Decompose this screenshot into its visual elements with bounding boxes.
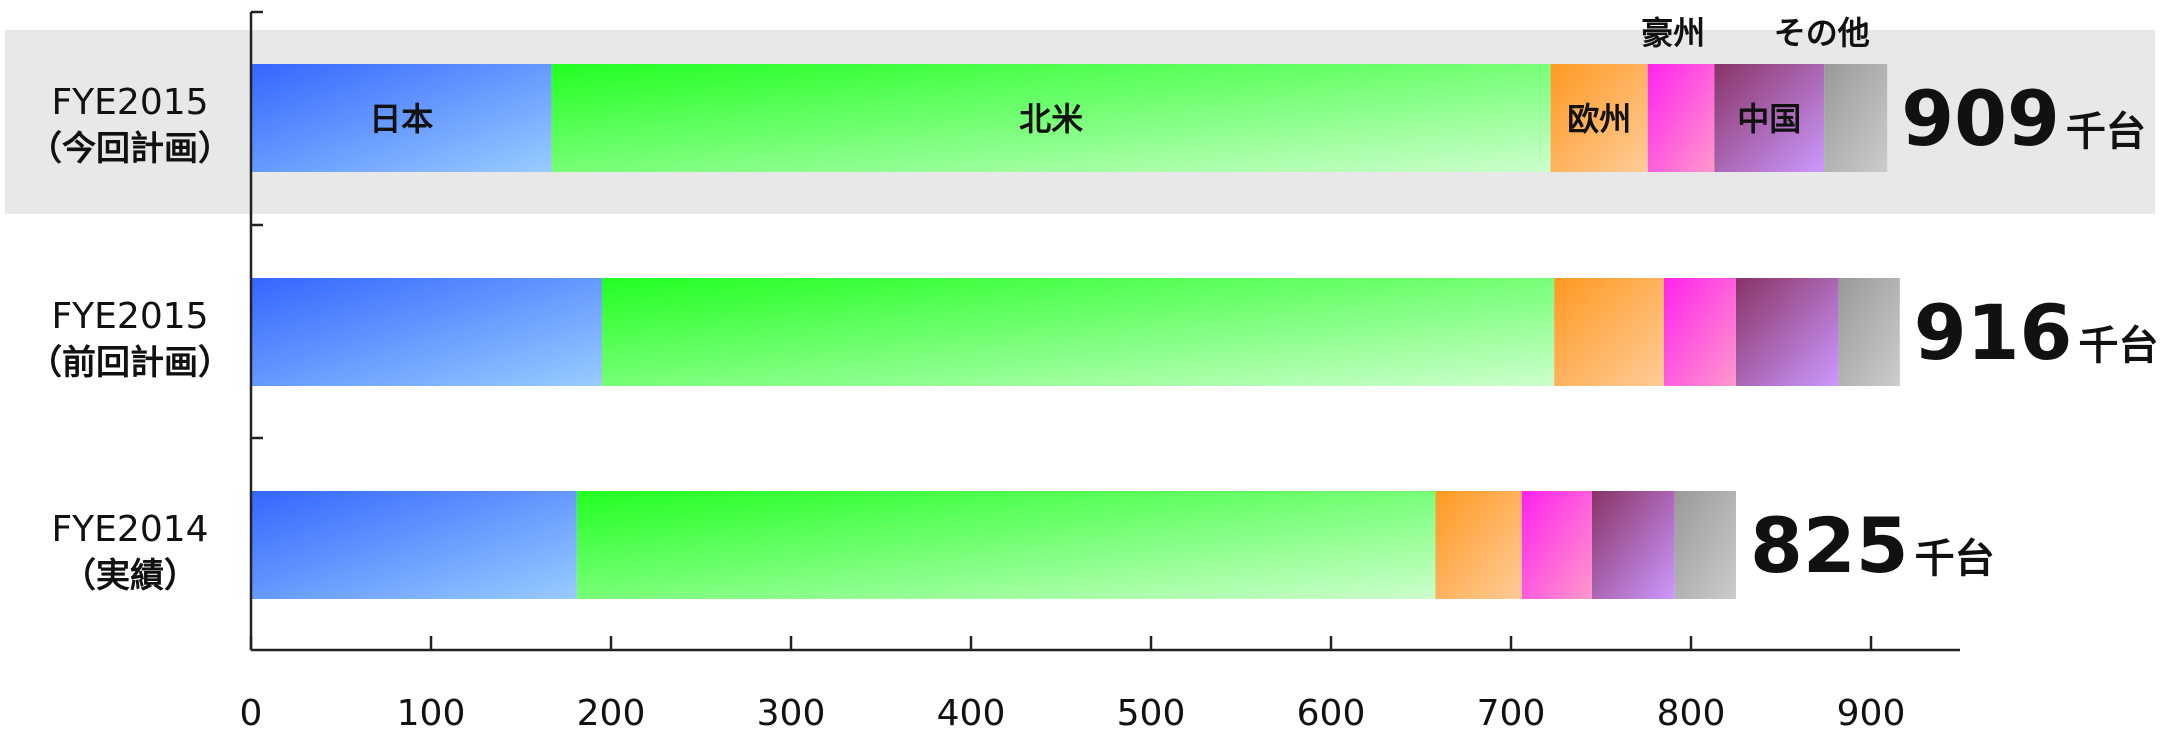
x-tick-label: 500: [1117, 693, 1186, 732]
x-tick-label: 100: [397, 693, 466, 732]
bar-segment-3-6: [1674, 491, 1736, 599]
bar-segment-2-3: [1554, 278, 1664, 386]
bar-segment-3-3: [1435, 491, 1522, 599]
category-label: FYE2014: [51, 509, 208, 550]
bar-segment-3-2: [576, 491, 1436, 599]
bar-segment-2-6: [1838, 278, 1900, 386]
bar-segment-1-6: [1824, 64, 1888, 172]
total-value: 909 千台: [1901, 74, 2146, 163]
bar-segment-2-1: [251, 278, 602, 386]
series-label: 北米: [1019, 100, 1083, 138]
total-unit: 千台: [2078, 323, 2158, 369]
x-tick-label: 600: [1297, 693, 1366, 732]
series-label: 欧州: [1567, 100, 1631, 138]
series-label: 豪州: [1641, 14, 1705, 52]
category-label: FYE2015: [51, 82, 208, 123]
bar-segment-1-2: [551, 64, 1551, 172]
bar-segment-3-5: [1592, 491, 1675, 599]
total-value: 825 千台: [1750, 501, 1995, 590]
series-label: 日本: [369, 100, 433, 138]
bar-segment-1-5: [1714, 64, 1825, 172]
category-label: FYE2015: [51, 296, 208, 337]
bar-segment-1-1: [251, 64, 552, 172]
bar-segment-3-4: [1521, 491, 1592, 599]
category-sublabel: （実績）: [62, 556, 198, 596]
total-unit: 千台: [1915, 536, 1995, 582]
bar-segment-2-5: [1736, 278, 1839, 386]
axes-layer: [249, 10, 1960, 652]
x-tick-label: 0: [240, 693, 263, 732]
series-label: 中国: [1737, 100, 1801, 138]
total-number: 909: [1901, 74, 2060, 163]
total-unit: 千台: [2066, 109, 2146, 155]
bar-segment-1-4: [1647, 64, 1715, 172]
x-tick-label: 900: [1837, 693, 1906, 732]
x-tick-label: 800: [1657, 693, 1726, 732]
category-sublabel: （前回計画）: [28, 343, 232, 383]
total-number: 825: [1750, 501, 1909, 590]
x-tick-label: 200: [577, 693, 646, 732]
x-tick-label: 300: [757, 693, 826, 732]
bar-segment-2-4: [1664, 278, 1736, 386]
series-label: その他: [1774, 14, 1870, 52]
labels-layer: 0 100 200 300 400 500 600 700 800 900 FYE2015 （今回計画…: [28, 14, 2158, 732]
total-number: 916: [1914, 288, 2073, 377]
bars-layer: [251, 64, 1900, 599]
x-tick-label: 400: [937, 693, 1006, 732]
x-tick-label: 700: [1477, 693, 1546, 732]
bar-segment-3-1: [251, 491, 577, 599]
bar-segment-1-3: [1550, 64, 1648, 172]
category-sublabel: （今回計画）: [28, 129, 232, 169]
total-value: 916 千台: [1914, 288, 2159, 377]
bar-segment-2-2: [602, 278, 1555, 386]
